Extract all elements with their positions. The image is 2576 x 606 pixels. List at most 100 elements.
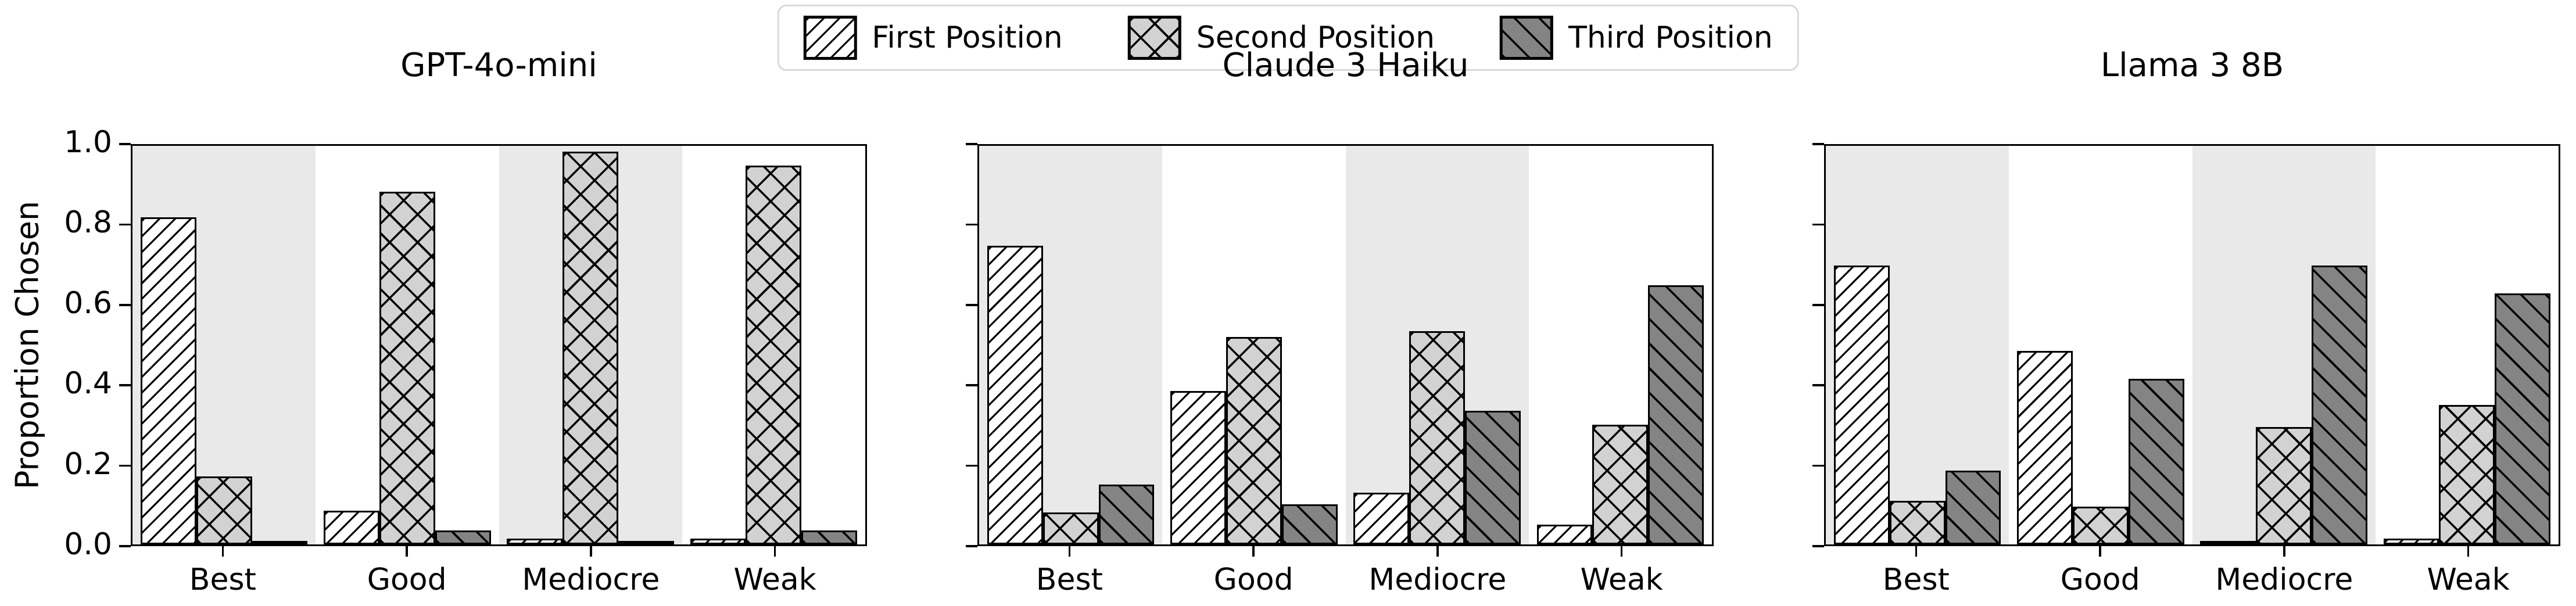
x-tick-mark — [1436, 546, 1439, 557]
plot-area — [1824, 144, 2560, 546]
x-tick-label: Mediocre — [2215, 562, 2353, 597]
y-tick-mark — [966, 464, 977, 467]
x-tick-label: Best — [1036, 562, 1103, 597]
bar-third-position — [618, 541, 674, 544]
bar-third-position — [1281, 504, 1338, 544]
bar-third-position — [2312, 265, 2367, 544]
bar-second-position — [2072, 506, 2129, 544]
bar-second-position — [1409, 331, 1466, 544]
y-tick-label: 0.0 — [64, 527, 112, 562]
legend-item-first-position: First Position — [803, 16, 1063, 60]
bar-third-position — [1648, 285, 1704, 544]
x-tick-label: Weak — [733, 562, 816, 597]
legend-label-first-position: First Position — [872, 20, 1063, 55]
y-tick-mark — [1812, 304, 1824, 306]
x-tick-label: Weak — [1580, 562, 1663, 597]
bar-first-position — [987, 245, 1043, 544]
x-tick-label: Best — [189, 562, 256, 597]
y-tick-mark — [966, 384, 977, 386]
y-tick-mark — [1812, 545, 1824, 547]
y-tick-label: 1.0 — [64, 125, 112, 160]
y-tick-mark — [966, 223, 977, 226]
x-tick-mark — [1915, 546, 1918, 557]
y-tick-mark — [966, 304, 977, 306]
x-tick-label: Mediocre — [522, 562, 660, 597]
y-tick-mark — [966, 143, 977, 145]
x-tick-mark — [2099, 546, 2101, 557]
bar-third-position — [1945, 471, 2001, 544]
bar-second-position — [1042, 512, 1099, 544]
x-tick-mark — [1252, 546, 1255, 557]
x-tick-mark — [590, 546, 592, 557]
bar-second-position — [1226, 337, 1282, 544]
first-position-swatch-icon — [803, 16, 857, 60]
y-tick-label: 0.2 — [64, 446, 112, 482]
legend: First Position Second Position Third Pos… — [777, 5, 1799, 71]
y-tick-mark — [119, 464, 131, 467]
bar-second-position — [1889, 500, 1946, 544]
chart-title: GPT-4o-mini — [400, 46, 597, 84]
x-tick-mark — [406, 546, 408, 557]
y-tick-mark — [119, 223, 131, 226]
x-tick-label: Good — [367, 562, 447, 597]
bar-second-position — [196, 476, 252, 544]
legend-label-second-position: Second Position — [1196, 20, 1435, 55]
bar-third-position — [435, 530, 491, 544]
bar-first-position — [140, 217, 196, 544]
x-tick-label: Weak — [2427, 562, 2510, 597]
chart-title: Claude 3 Haiku — [1222, 46, 1469, 84]
bar-second-position — [379, 191, 435, 544]
x-tick-mark — [1620, 546, 1623, 557]
bar-third-position — [1465, 411, 1521, 544]
bar-second-position — [1592, 425, 1649, 544]
x-tick-mark — [221, 546, 224, 557]
legend-item-second-position: Second Position — [1127, 16, 1435, 60]
bar-third-position — [801, 530, 858, 544]
x-tick-mark — [2283, 546, 2285, 557]
y-tick-mark — [1812, 223, 1824, 226]
y-tick-mark — [119, 304, 131, 306]
x-tick-mark — [773, 546, 776, 557]
bar-third-position — [2128, 379, 2184, 544]
y-tick-label: 0.8 — [64, 205, 112, 241]
y-tick-mark — [119, 384, 131, 386]
x-tick-label: Mediocre — [1368, 562, 1507, 597]
y-tick-mark — [119, 545, 131, 547]
legend-item-third-position: Third Position — [1500, 16, 1773, 60]
bar-first-position — [690, 538, 746, 544]
bar-second-position — [746, 166, 802, 544]
bar-first-position — [2200, 541, 2256, 544]
bar-third-position — [1098, 485, 1155, 544]
x-tick-label: Good — [1213, 562, 1294, 597]
bar-second-position — [2439, 404, 2495, 544]
bar-second-position — [2256, 426, 2312, 544]
second-position-swatch-icon — [1127, 16, 1181, 60]
bar-third-position — [252, 541, 308, 544]
y-tick-mark — [966, 545, 977, 547]
third-position-swatch-icon — [1500, 16, 1554, 60]
x-tick-label: Good — [2060, 562, 2140, 597]
bar-first-position — [1833, 265, 1890, 544]
bar-first-position — [1536, 524, 1593, 544]
x-tick-mark — [2467, 546, 2470, 557]
y-tick-label: 0.4 — [64, 366, 112, 401]
x-tick-label: Best — [1882, 562, 1950, 597]
x-tick-mark — [1068, 546, 1071, 557]
bar-third-position — [2495, 293, 2551, 544]
bar-first-position — [507, 538, 563, 544]
chart-title: Llama 3 8B — [2100, 46, 2284, 84]
plot-area — [131, 144, 867, 546]
bar-first-position — [1353, 492, 1410, 544]
bar-first-position — [1170, 390, 1226, 544]
bar-first-position — [2383, 538, 2439, 544]
bar-first-position — [324, 510, 379, 544]
plot-area — [977, 144, 1714, 546]
legend-label-third-position: Third Position — [1568, 20, 1773, 55]
y-tick-mark — [1812, 464, 1824, 467]
y-tick-mark — [1812, 384, 1824, 386]
y-tick-mark — [1812, 143, 1824, 145]
y-tick-label: 0.6 — [64, 285, 112, 321]
y-tick-mark — [119, 143, 131, 145]
bar-second-position — [563, 152, 619, 544]
